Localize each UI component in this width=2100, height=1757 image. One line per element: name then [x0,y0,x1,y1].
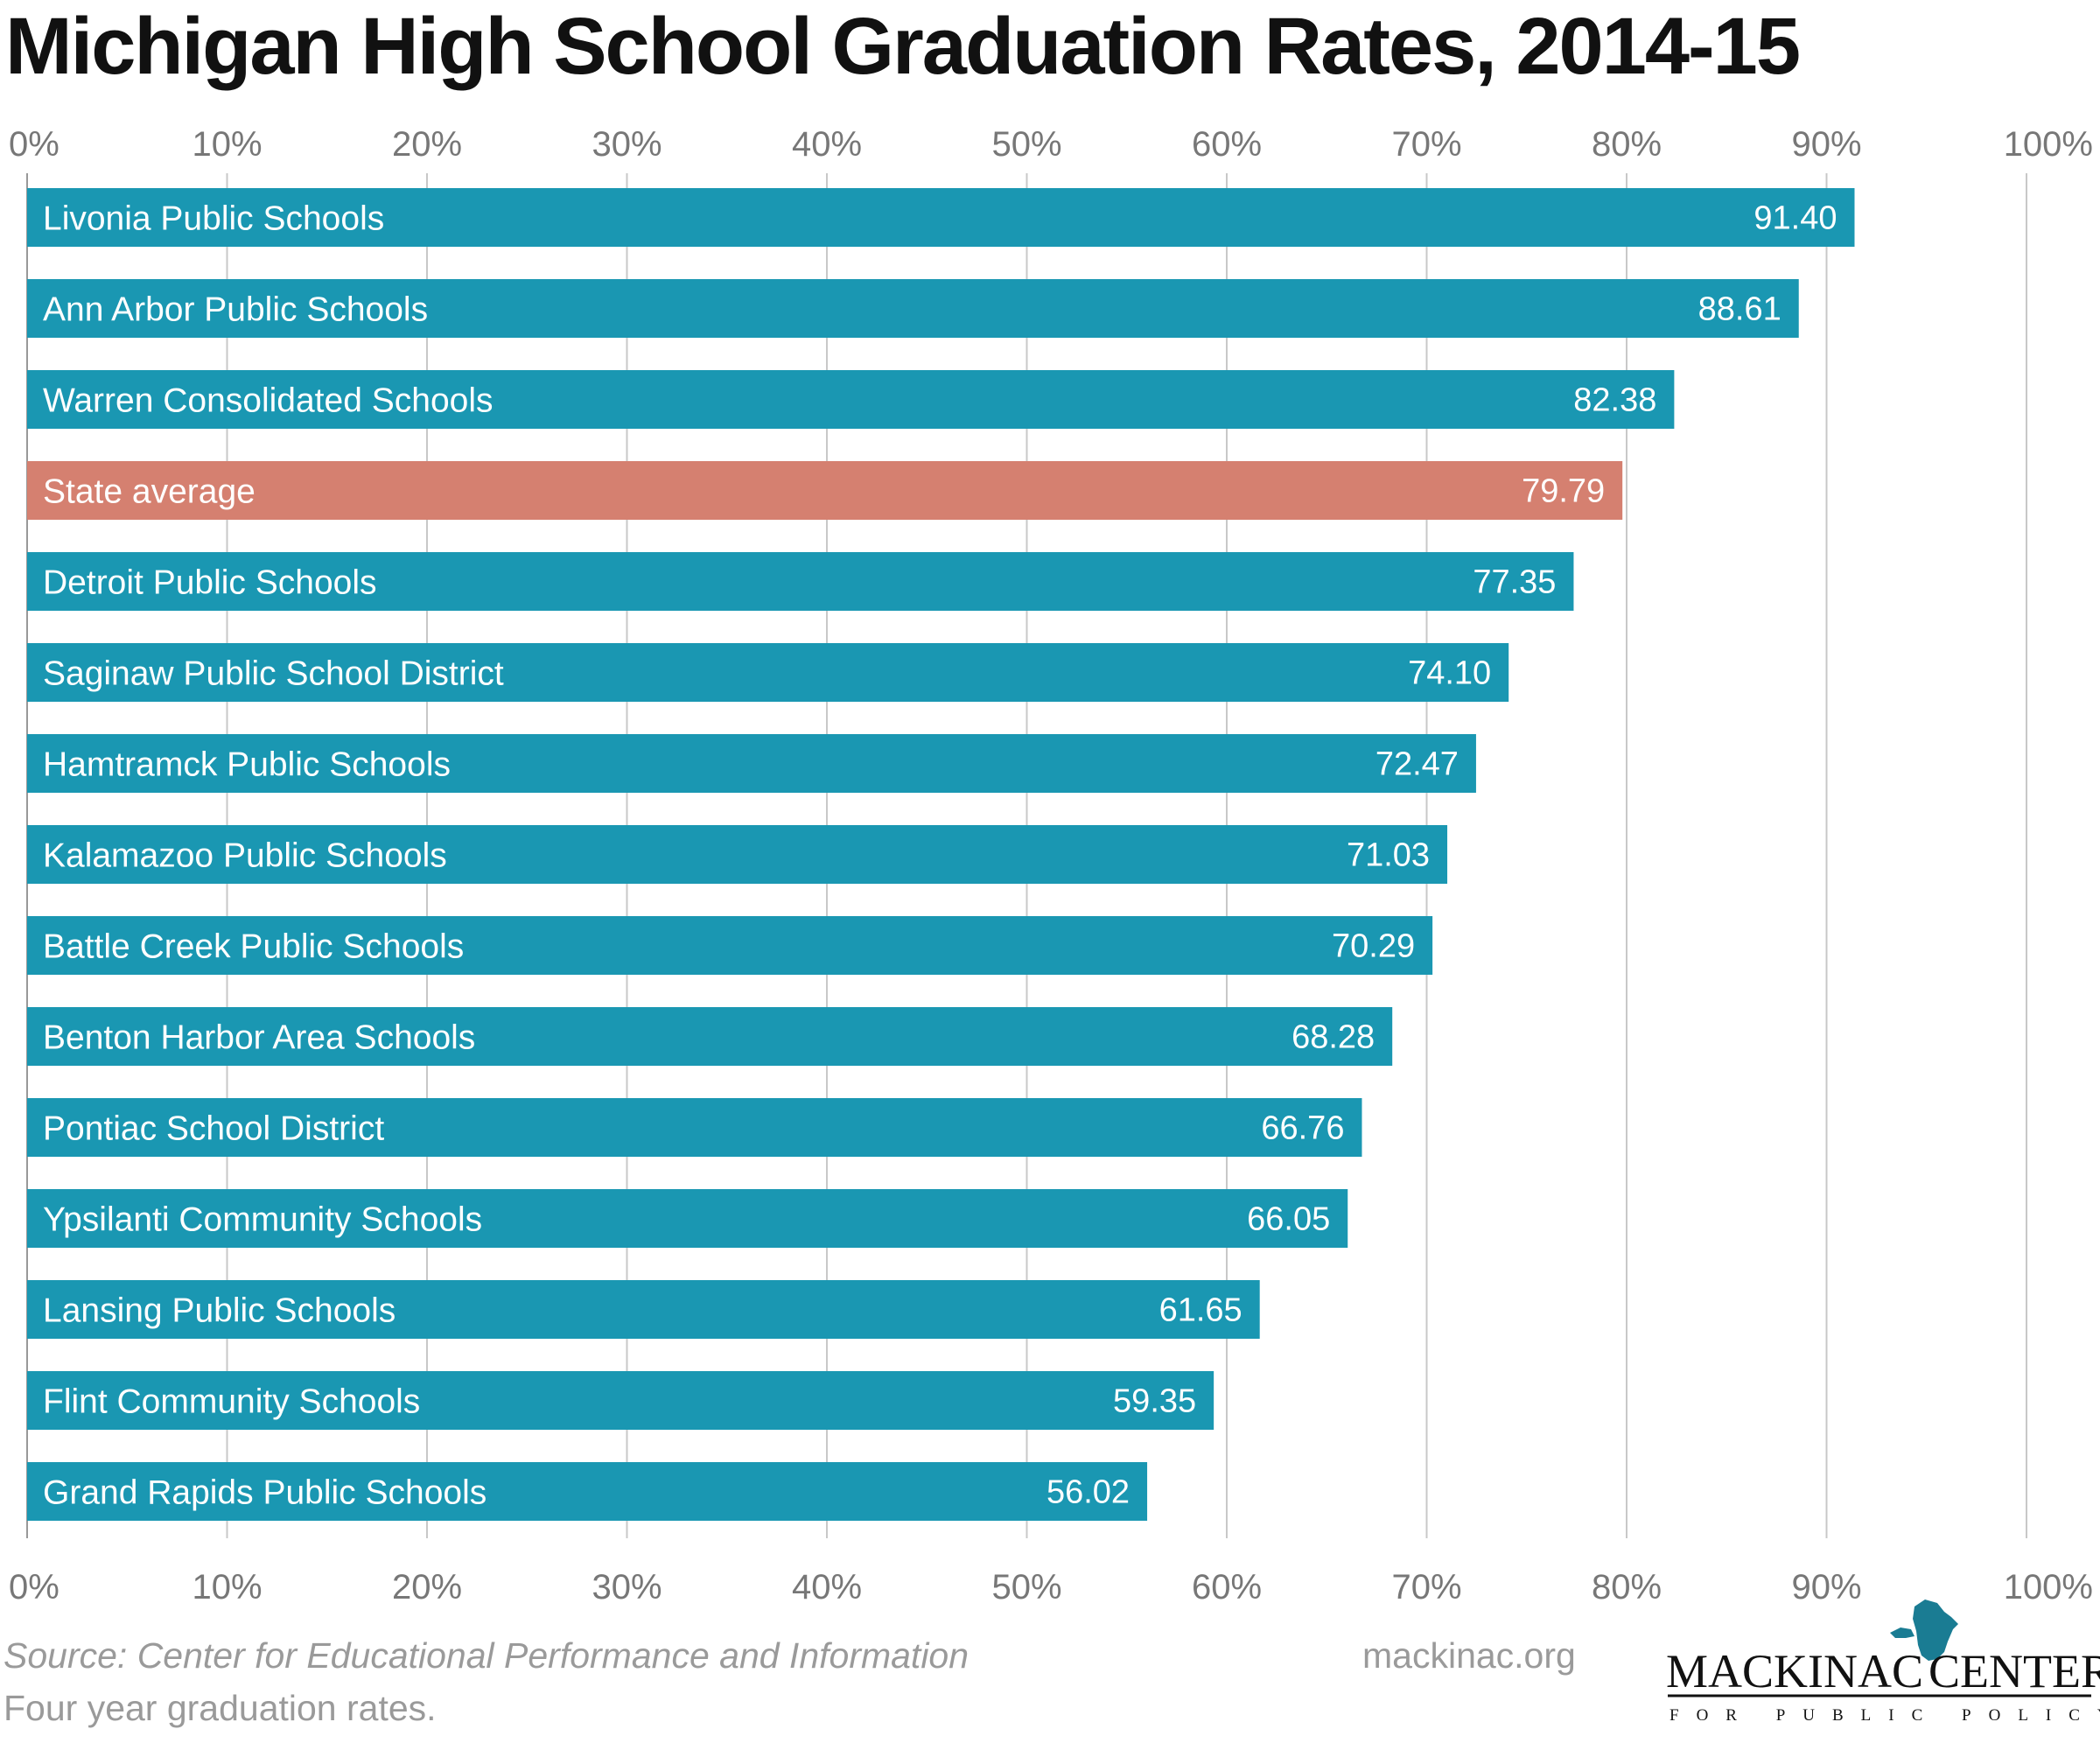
bar-category-label: Ann Arbor Public Schools [43,291,428,329]
tick-label-top: 50% [991,125,1061,164]
tick-label-bottom: 50% [991,1568,1061,1606]
bar-value-label: 61.65 [1159,1292,1242,1329]
tick-label-bottom: 60% [1192,1568,1262,1606]
bar [27,552,1574,611]
tick-label-top: 40% [792,125,862,164]
tick-label-top: 60% [1192,125,1262,164]
footnote: Four year graduation rates. [4,1688,437,1728]
bar [27,1462,1148,1521]
bar-value-label: 91.40 [1754,200,1837,237]
tick-label-bottom: 90% [1791,1568,1861,1606]
bar-category-label: Benton Harbor Area Schools [43,1019,475,1057]
bar-category-label: Kalamazoo Public Schools [43,837,447,875]
bar [27,643,1509,702]
tick-label-bottom: 70% [1391,1568,1461,1606]
bar-value-label: 71.03 [1347,837,1430,874]
top-tick-labels: 0% 10% 20% 30% 40% 50% 60% 70% 80% 90% 100% [9,125,2093,164]
bar [27,1098,1362,1157]
tick-label-top: 0% [9,125,60,164]
tick-label-bottom: 80% [1592,1568,1662,1606]
tick-label-top: 80% [1592,125,1662,164]
tick-label-top: 10% [192,125,262,164]
bar-category-label: Flint Community Schools [43,1383,420,1421]
bar-value-label: 79.79 [1522,473,1605,510]
bar-value-label: 74.10 [1408,655,1491,692]
bar-category-label: Ypsilanti Community Schools [43,1201,482,1239]
bar-value-label: 82.38 [1573,382,1656,419]
bar-category-label: State average [43,473,256,511]
michigan-map-icon [1890,1600,1958,1661]
bar-category-label: Warren Consolidated Schools [43,382,493,420]
tick-label-bottom: 10% [192,1568,262,1606]
bar-value-label: 66.76 [1261,1110,1344,1147]
website-link[interactable]: mackinac.org [1362,1635,1576,1676]
tick-label-top: 100% [2004,125,2093,164]
bar-value-label: 88.61 [1698,291,1782,328]
tick-label-top: 20% [392,125,462,164]
bar-category-label: Hamtramck Public Schools [43,746,451,784]
tick-label-top: 70% [1391,125,1461,164]
bar-category-label: Livonia Public Schools [43,200,384,238]
tick-label-bottom: 40% [792,1568,862,1606]
bar-value-label: 72.47 [1376,746,1459,783]
tick-label-bottom: 100% [2004,1568,2093,1606]
tick-label-bottom: 20% [392,1568,462,1606]
bar [27,279,1799,338]
bar [27,825,1448,884]
bar-category-label: Battle Creek Public Schools [43,928,464,966]
bar [27,1007,1393,1066]
bar [27,370,1675,429]
logo-text-right: CENTER [1928,1645,2100,1698]
bar-category-label: Detroit Public Schools [43,564,377,602]
mackinac-logo: MACKINAC CENTER FOR PUBLIC POLICY [1666,1600,2100,1725]
bar-value-label: 68.28 [1292,1019,1375,1056]
bar [27,734,1476,793]
bar [27,461,1623,520]
bar-category-label: Lansing Public Schools [43,1292,396,1330]
tick-label-bottom: 30% [592,1568,662,1606]
logo-text-left: MACKINAC [1666,1645,1923,1698]
bar-value-label: 66.05 [1247,1201,1330,1238]
bar-value-label: 70.29 [1332,928,1415,965]
chart-title: Michigan High School Graduation Rates, 2… [5,2,1799,91]
tick-label-bottom: 0% [9,1568,60,1606]
bar-category-label: Pontiac School District [43,1110,384,1148]
bar [27,1280,1260,1339]
tick-label-top: 90% [1791,125,1861,164]
bar [27,1371,1214,1430]
bar [27,188,1855,247]
bar-value-label: 77.35 [1473,564,1556,601]
tick-label-top: 30% [592,125,662,164]
bar-category-label: Grand Rapids Public Schools [43,1474,486,1512]
bottom-tick-labels: 0% 10% 20% 30% 40% 50% 60% 70% 80% 90% 100% [9,1568,2093,1606]
bar-value-label: 59.35 [1113,1383,1196,1420]
bar [27,916,1433,975]
source-note: Source: Center for Educational Performan… [4,1635,969,1676]
bar [27,1189,1348,1248]
logo-subtext: FOR PUBLIC POLICY [1670,1706,2100,1725]
bar-value-label: 56.02 [1046,1474,1130,1511]
bar-category-label: Saginaw Public School District [43,655,504,693]
bars: Livonia Public Schools 91.40 Ann Arbor Pub… [27,188,1855,1521]
